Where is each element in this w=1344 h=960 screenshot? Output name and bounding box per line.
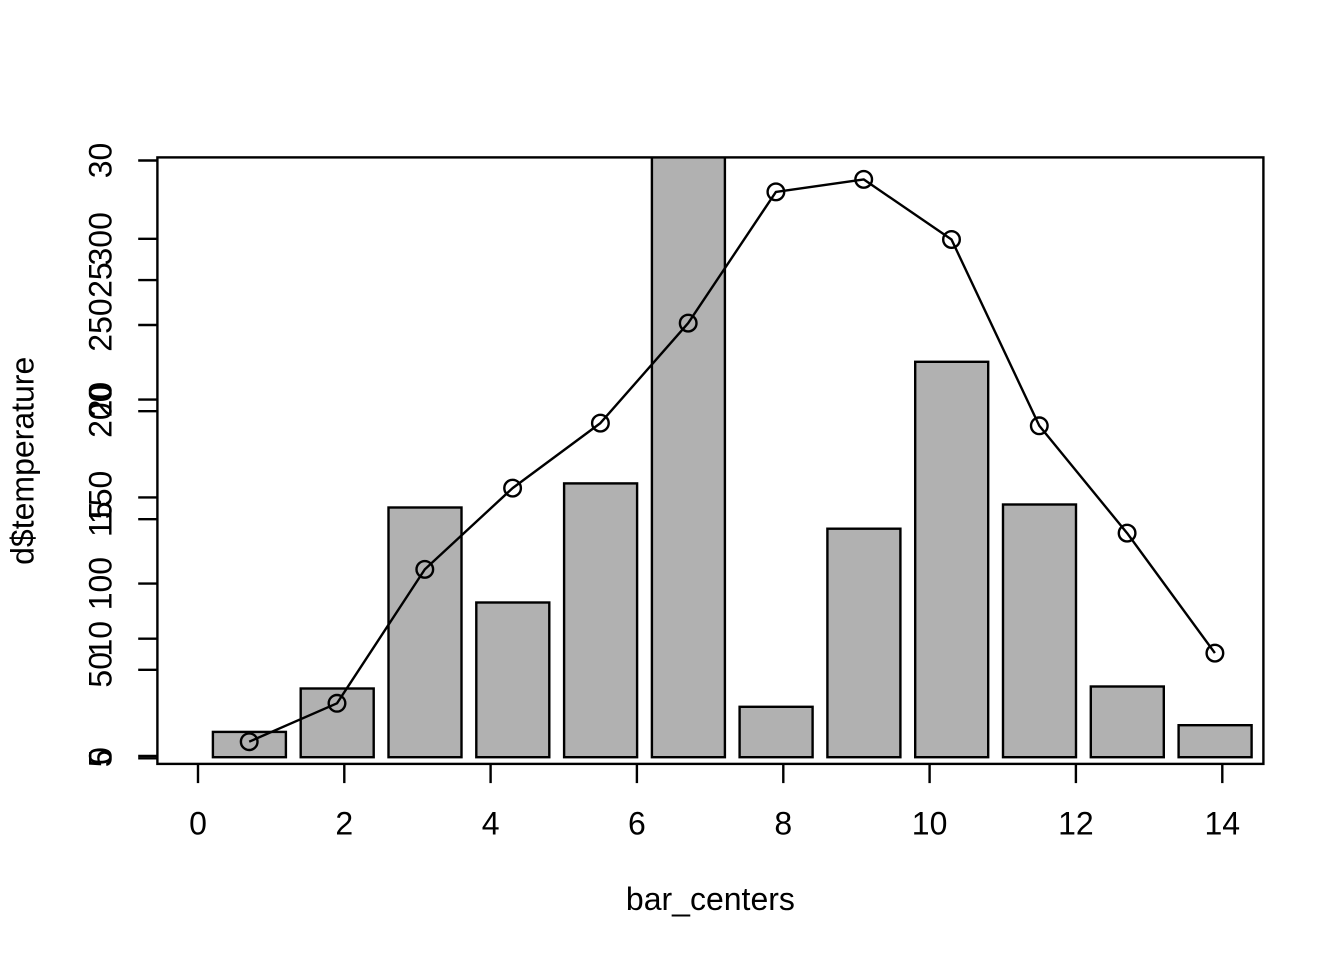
svg-text:0: 0 — [189, 806, 207, 842]
svg-text:25: 25 — [83, 262, 119, 298]
svg-text:14: 14 — [1205, 806, 1241, 842]
svg-text:200: 200 — [83, 385, 119, 438]
svg-text:2: 2 — [335, 806, 353, 842]
svg-text:150: 150 — [83, 471, 119, 524]
svg-text:4: 4 — [482, 806, 500, 842]
svg-text:20: 20 — [83, 382, 119, 418]
svg-text:6: 6 — [628, 806, 646, 842]
svg-text:10: 10 — [912, 806, 948, 842]
svg-text:250: 250 — [83, 298, 119, 351]
svg-text:50: 50 — [83, 652, 119, 688]
svg-text:0: 0 — [83, 747, 119, 765]
svg-text:300: 300 — [83, 212, 119, 265]
svg-text:100: 100 — [83, 557, 119, 610]
svg-text:15: 15 — [83, 501, 119, 537]
svg-text:bar_centers: bar_centers — [626, 881, 795, 917]
svg-text:10: 10 — [83, 621, 119, 657]
svg-text:5: 5 — [83, 749, 119, 767]
svg-text:8: 8 — [774, 806, 792, 842]
svg-text:d$temperature: d$temperature — [5, 357, 41, 565]
svg-text:12: 12 — [1058, 806, 1094, 842]
svg-text:30: 30 — [83, 143, 119, 179]
